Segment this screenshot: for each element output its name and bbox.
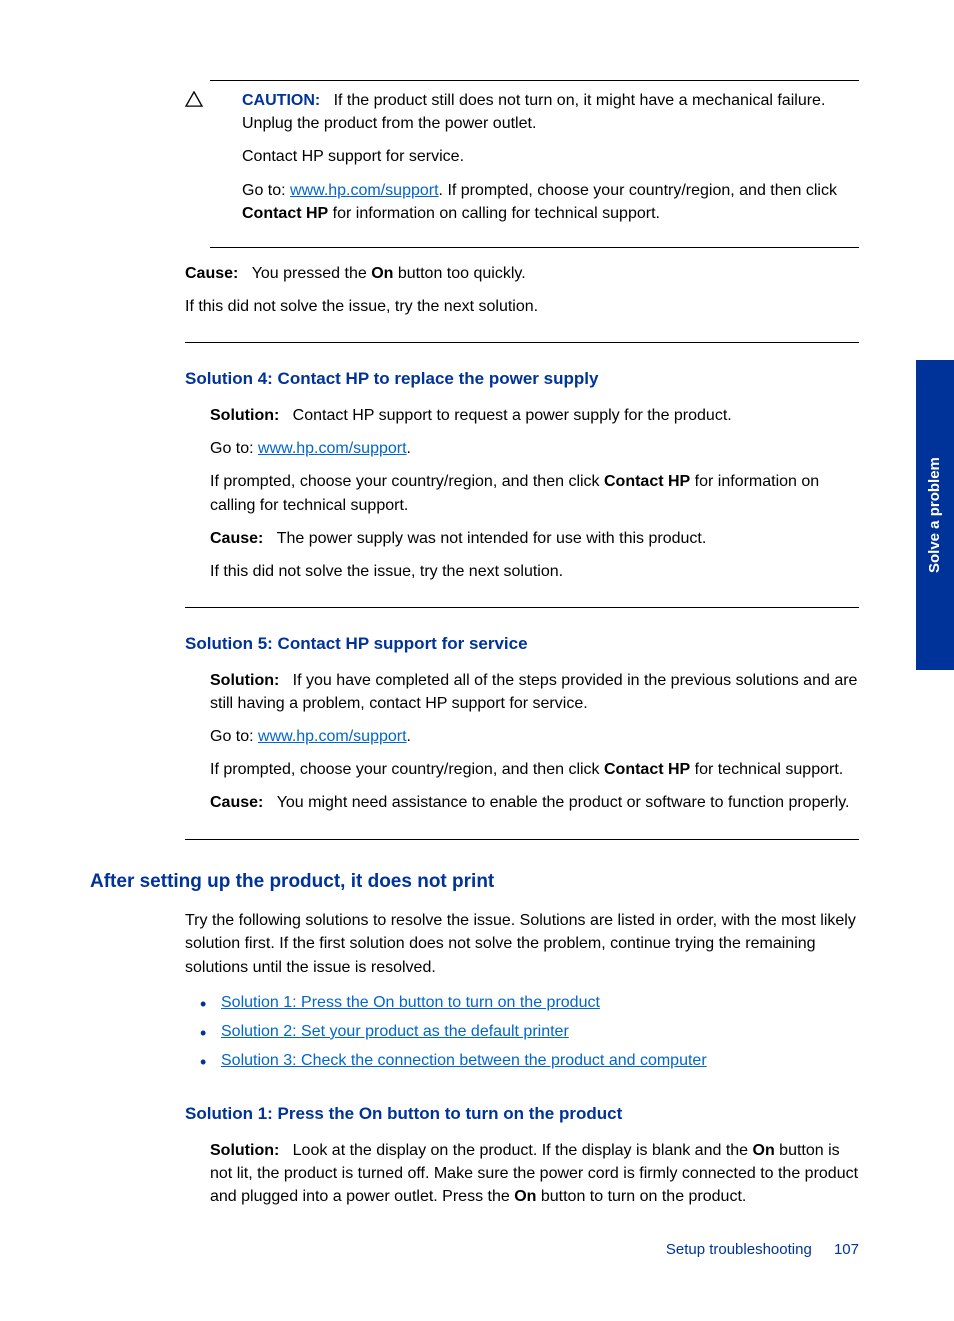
page-content: CAUTION: If the product still does not t… — [0, 0, 954, 1279]
solution-label: Solution: — [210, 407, 279, 424]
goto-label: Go to: — [210, 440, 258, 457]
sol5-dot: . — [407, 728, 411, 745]
cause-t2: button too quickly. — [393, 265, 525, 282]
page-footer: Setup troubleshooting 107 — [666, 1239, 859, 1261]
section-divider-2 — [185, 607, 859, 608]
list-item: Solution 1: Press the On button to turn … — [205, 991, 859, 1014]
solution-link-list: Solution 1: Press the On button to turn … — [185, 991, 859, 1073]
sol4-cause-text: The power supply was not intended for us… — [277, 530, 707, 547]
main-heading: After setting up the product, it does no… — [90, 868, 859, 896]
sol5-p3a: If prompted, choose your country/region,… — [210, 761, 604, 778]
section-divider-3 — [185, 839, 859, 840]
caution-t3b: . If prompted, choose your country/regio… — [439, 182, 837, 199]
sol5-prompt: If prompted, choose your country/region,… — [210, 758, 859, 781]
caution-line-1: CAUTION: If the product still does not t… — [242, 89, 859, 135]
sol4-p3a: If prompted, choose your country/region,… — [210, 473, 604, 490]
goto-label-2: Go to: — [210, 728, 258, 745]
support-link-2[interactable]: www.hp.com/support — [258, 440, 407, 457]
sol5-cause-text: You might need assistance to enable the … — [277, 794, 850, 811]
caution-label: CAUTION: — [242, 92, 320, 109]
solution-1-body: Solution: Look at the display on the pro… — [210, 1139, 859, 1209]
solution-label-2: Solution: — [210, 672, 279, 689]
sidebar-tab: Solve a problem — [916, 360, 954, 670]
page-number: 107 — [834, 1241, 859, 1258]
on-bold-1: On — [753, 1142, 775, 1159]
intro-paragraph: Try the following solutions to resolve t… — [185, 909, 859, 979]
list-item: Solution 3: Check the connection between… — [205, 1049, 859, 1072]
sol1-solution-line: Solution: Look at the display on the pro… — [210, 1139, 859, 1209]
sol1-t3: button to turn on the product. — [536, 1188, 746, 1205]
sol5-solution-line: Solution: If you have completed all of t… — [210, 669, 859, 715]
on-bold-2: On — [514, 1188, 536, 1205]
cause-t1: You pressed the — [252, 265, 372, 282]
sol4-solution-line: Solution: Contact HP support to request … — [210, 404, 859, 427]
caution-line-3: Go to: www.hp.com/support. If prompted, … — [242, 179, 859, 225]
cause-line: Cause: You pressed the On button too qui… — [185, 262, 859, 285]
solution-1-link[interactable]: Solution 1: Press the On button to turn … — [221, 994, 600, 1011]
solution-1-heading: Solution 1: Press the On button to turn … — [185, 1102, 859, 1127]
caution-goto: Go to: — [242, 182, 290, 199]
solution-5-body: Solution: If you have completed all of t… — [210, 669, 859, 815]
caution-box: CAUTION: If the product still does not t… — [210, 80, 859, 248]
sol4-prompt: If prompted, choose your country/region,… — [210, 470, 859, 516]
sol5-cause: Cause: You might need assistance to enab… — [210, 791, 859, 814]
footer-text: Setup troubleshooting — [666, 1241, 812, 1258]
solution-3-link[interactable]: Solution 3: Check the connection between… — [221, 1052, 707, 1069]
cause-label-3: Cause: — [210, 794, 263, 811]
solution-label-3: Solution: — [210, 1142, 279, 1159]
sol4-goto: Go to: www.hp.com/support. — [210, 437, 859, 460]
sol1-t1: Look at the display on the product. If t… — [293, 1142, 753, 1159]
list-item: Solution 2: Set your product as the defa… — [205, 1020, 859, 1043]
on-bold: On — [371, 265, 393, 282]
sol5-text: If you have completed all of the steps p… — [210, 672, 857, 712]
support-link[interactable]: www.hp.com/support — [290, 182, 439, 199]
sol1-on: On — [359, 1104, 383, 1123]
next-solution-line: If this did not solve the issue, try the… — [185, 295, 859, 318]
caution-content: CAUTION: If the product still does not t… — [210, 89, 859, 225]
sol1-h1: Solution 1: Press the — [185, 1104, 359, 1123]
contact-hp-bold-2: Contact HP — [604, 473, 690, 490]
sol4-next: If this did not solve the issue, try the… — [210, 560, 859, 583]
cause-label: Cause: — [185, 265, 238, 282]
solution-2-link[interactable]: Solution 2: Set your product as the defa… — [221, 1023, 569, 1040]
sol4-cause: Cause: The power supply was not intended… — [210, 527, 859, 550]
contact-hp-bold-3: Contact HP — [604, 761, 690, 778]
support-link-3[interactable]: www.hp.com/support — [258, 728, 407, 745]
cause-label-2: Cause: — [210, 530, 263, 547]
sol4-text: Contact HP support to request a power su… — [293, 407, 732, 424]
sol5-goto: Go to: www.hp.com/support. — [210, 725, 859, 748]
section-divider — [185, 342, 859, 343]
cause-block-1: Cause: You pressed the On button too qui… — [185, 262, 859, 318]
sol1-h2: button to turn on the product — [382, 1104, 622, 1123]
caution-t3c: for information on calling for technical… — [328, 205, 660, 222]
caution-line-2: Contact HP support for service. — [242, 145, 859, 168]
solution-5-heading: Solution 5: Contact HP support for servi… — [185, 632, 859, 657]
solution-4-heading: Solution 4: Contact HP to replace the po… — [185, 367, 859, 392]
caution-triangle-icon — [185, 91, 203, 107]
sol4-dot: . — [407, 440, 411, 457]
solution-4-body: Solution: Contact HP support to request … — [210, 404, 859, 583]
caution-text-1: If the product still does not turn on, i… — [242, 92, 825, 132]
sol5-p3b: for technical support. — [690, 761, 843, 778]
contact-hp-bold: Contact HP — [242, 205, 328, 222]
